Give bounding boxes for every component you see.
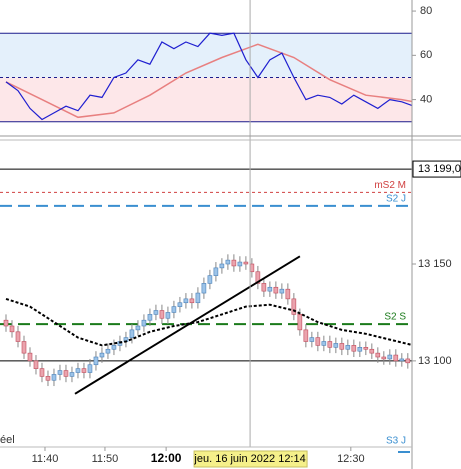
candle-body xyxy=(189,298,195,304)
candle-body xyxy=(363,347,369,350)
candle-body xyxy=(159,310,165,319)
crosshair-label-box xyxy=(193,450,308,468)
candle-body xyxy=(21,341,27,354)
candle-body xyxy=(309,337,315,342)
y-tick-label: 40 xyxy=(420,93,432,105)
rsi-line xyxy=(5,32,412,121)
candle-body xyxy=(303,329,309,342)
candle-body xyxy=(75,368,81,373)
level-label: S2 J xyxy=(386,194,406,205)
x-tick-label: 12:30 xyxy=(337,453,365,465)
candle-body xyxy=(369,348,375,354)
candle-body xyxy=(87,364,93,373)
level-label: 13 199,0 xyxy=(418,163,461,175)
candle-body xyxy=(81,368,87,373)
x-tick-label: 12:00 xyxy=(151,451,182,465)
candle-body xyxy=(231,259,237,267)
x-tick-label: 11:40 xyxy=(32,453,59,465)
candle-body xyxy=(345,345,351,350)
crosshair-label: jeu. 16 juin 2022 12:14 xyxy=(193,453,305,465)
candle-body xyxy=(219,263,225,269)
candle-body xyxy=(195,292,201,304)
candle-body xyxy=(261,283,267,292)
moving-average xyxy=(5,297,412,347)
candle-body xyxy=(51,374,57,381)
level-label: S2 S xyxy=(384,312,406,323)
y-tick-label: 13 150 xyxy=(418,258,452,270)
candle-body xyxy=(285,288,291,300)
candle-body xyxy=(165,312,171,319)
candle-body xyxy=(315,337,321,346)
candle-body xyxy=(399,358,405,362)
candle-body xyxy=(141,319,147,327)
y-tick-label: 60 xyxy=(420,49,432,61)
rsi-lower-zone xyxy=(0,77,412,122)
trend-line xyxy=(74,255,301,395)
candle-body xyxy=(27,352,33,362)
price-pane xyxy=(0,168,412,395)
candle-body xyxy=(279,288,285,294)
corner-text: éel xyxy=(0,434,15,446)
candle-body xyxy=(291,298,297,315)
candle-body xyxy=(15,331,21,342)
candle-body xyxy=(333,343,339,348)
candle-body xyxy=(105,348,111,354)
price-label-box xyxy=(412,160,461,178)
candle-body xyxy=(3,319,9,327)
candle-body xyxy=(381,356,387,360)
candle-body xyxy=(243,261,249,265)
candle-body xyxy=(111,345,117,350)
candle-body xyxy=(237,261,243,267)
candle-body xyxy=(273,286,279,294)
candle-body xyxy=(297,314,303,331)
candle-body xyxy=(177,302,183,307)
level-label: mS2 M xyxy=(374,180,406,191)
candle-body xyxy=(57,370,63,375)
candle-body xyxy=(183,298,189,304)
rsi-signal-line xyxy=(5,43,412,119)
candle-body xyxy=(129,329,135,338)
candle-body xyxy=(375,352,381,358)
candle-body xyxy=(93,356,99,366)
candle-body xyxy=(69,372,75,377)
candle-body xyxy=(357,347,363,352)
candle-body xyxy=(39,368,45,377)
candle-body xyxy=(405,358,411,364)
candle-body xyxy=(171,306,177,313)
candle-body xyxy=(9,325,15,333)
candle-body xyxy=(387,354,393,360)
candle-body xyxy=(153,310,159,315)
candle-body xyxy=(255,271,261,284)
candle-body xyxy=(135,325,141,331)
candle-body xyxy=(45,376,51,381)
candle-body xyxy=(351,345,357,352)
candle-body xyxy=(201,283,207,294)
candle-body xyxy=(339,343,345,350)
candle-body xyxy=(225,259,231,265)
candle-body xyxy=(321,341,327,346)
candle-body xyxy=(147,314,153,321)
candle-body xyxy=(33,360,39,369)
overlay: 13 199,0 mS2 M S2 J S2 S S3 J jeu. 16 juin 20… xyxy=(193,0,461,468)
candle-body xyxy=(213,267,219,276)
x-tick-label: 11:50 xyxy=(92,453,119,465)
candle-body xyxy=(393,354,399,362)
y-tick-label: 80 xyxy=(420,5,432,17)
level-label: S3 J xyxy=(386,436,406,447)
candle-body xyxy=(207,275,213,284)
rsi-upper-zone xyxy=(0,33,412,78)
rsi-pane xyxy=(0,32,412,123)
candle-body xyxy=(327,341,333,348)
y-tick-label: 13 100 xyxy=(418,355,452,367)
candle-body xyxy=(267,286,273,292)
candle-body xyxy=(63,370,69,377)
candle-body xyxy=(99,352,105,358)
